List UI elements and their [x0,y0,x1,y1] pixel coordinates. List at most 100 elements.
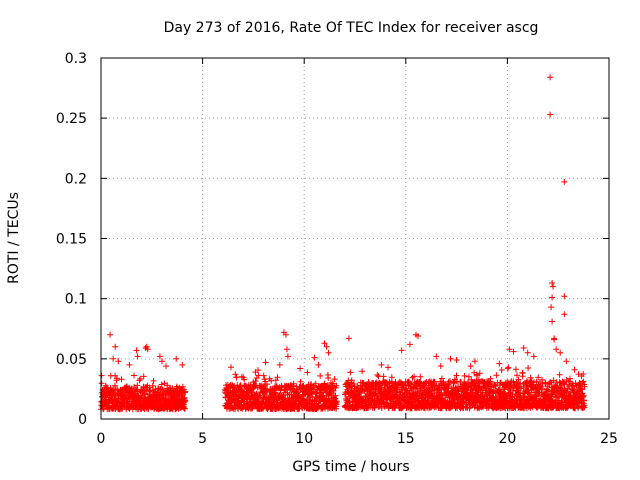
data-point [134,388,141,395]
data-point [330,387,337,394]
data-point [98,380,105,387]
data-point [173,355,180,362]
data-point [312,380,319,387]
data-point [378,361,385,368]
data-point [374,372,381,378]
data-point [553,346,560,353]
data-point [563,358,570,365]
data-point [561,178,568,185]
data-point [182,397,189,404]
data-point [304,369,311,376]
data-point [309,391,316,398]
x-tick-label: 15 [397,431,415,447]
data-point [571,366,578,373]
data-point [164,382,171,389]
data-point [498,367,505,373]
data-point [320,393,327,400]
y-tick-label: 0.05 [56,352,87,368]
grid-lines [101,58,609,419]
data-point [561,311,568,318]
data-point [561,293,568,300]
data-point [514,372,520,379]
x-tick-label: 25 [600,431,618,447]
y-tick-label: 0.25 [56,111,87,127]
data-point [347,369,354,376]
data-point [134,353,141,360]
data-point [179,361,186,368]
data-point [438,375,445,382]
data-point [427,388,434,394]
data-point [232,371,239,378]
data-point [524,349,531,356]
data-point [255,372,262,379]
data-point [460,399,466,405]
data-point [237,382,244,389]
data-point [331,376,338,383]
data-point [551,336,558,343]
data-point [98,372,105,379]
data-point [375,373,382,380]
data-point [505,364,512,371]
data-point [236,392,243,398]
data-point [264,381,270,388]
data-point [107,331,114,338]
data-point [359,368,366,375]
data-point [140,373,147,380]
data-point [487,375,494,382]
x-tick-label: 0 [97,431,106,447]
data-point [297,365,304,372]
data-point [311,354,318,361]
data-point [549,294,556,301]
data-point [527,391,533,398]
data-point [110,355,117,362]
data-point [380,373,387,380]
data-point [417,373,424,380]
y-tick-label: 0.3 [65,51,87,67]
data-point [241,376,248,383]
y-tick-label: 0 [78,412,87,428]
data-point [433,353,440,360]
data-point [112,343,119,350]
data-point [315,361,322,368]
data-point [228,401,235,408]
x-tick-label: 20 [498,431,516,447]
data-point [530,353,537,360]
data-point [417,379,424,386]
data-point [283,346,290,353]
y-axis-tick-labels: 0 0.05 0.1 0.15 0.2 0.25 0.3 [56,51,87,428]
data-point [228,364,234,371]
x-tick-label: 5 [198,431,207,447]
data-point [385,364,391,371]
data-point [317,372,324,379]
data-point [453,357,460,363]
y-tick-label: 0.2 [65,171,87,187]
data-point [547,379,554,386]
data-point [133,347,140,354]
data-point [158,381,165,388]
data-point [290,380,297,387]
data-point [492,383,499,390]
data-point [512,366,519,373]
data-point [411,373,417,380]
y-tick-label: 0.15 [56,232,87,248]
data-point [131,372,137,379]
data-point [453,372,460,379]
data-point [525,365,532,371]
data-point [262,359,269,366]
data-point [179,383,186,390]
data-points [98,74,588,413]
data-point [325,375,332,381]
data-point [134,382,141,389]
data-point [141,387,148,394]
data-point [160,387,166,394]
data-point [550,377,557,384]
data-point [333,382,340,389]
data-point [332,392,339,399]
data-point [550,283,557,290]
data-point [496,360,503,367]
data-point [345,335,352,342]
data-point [515,376,522,383]
data-point [547,111,554,118]
data-point [447,355,454,362]
